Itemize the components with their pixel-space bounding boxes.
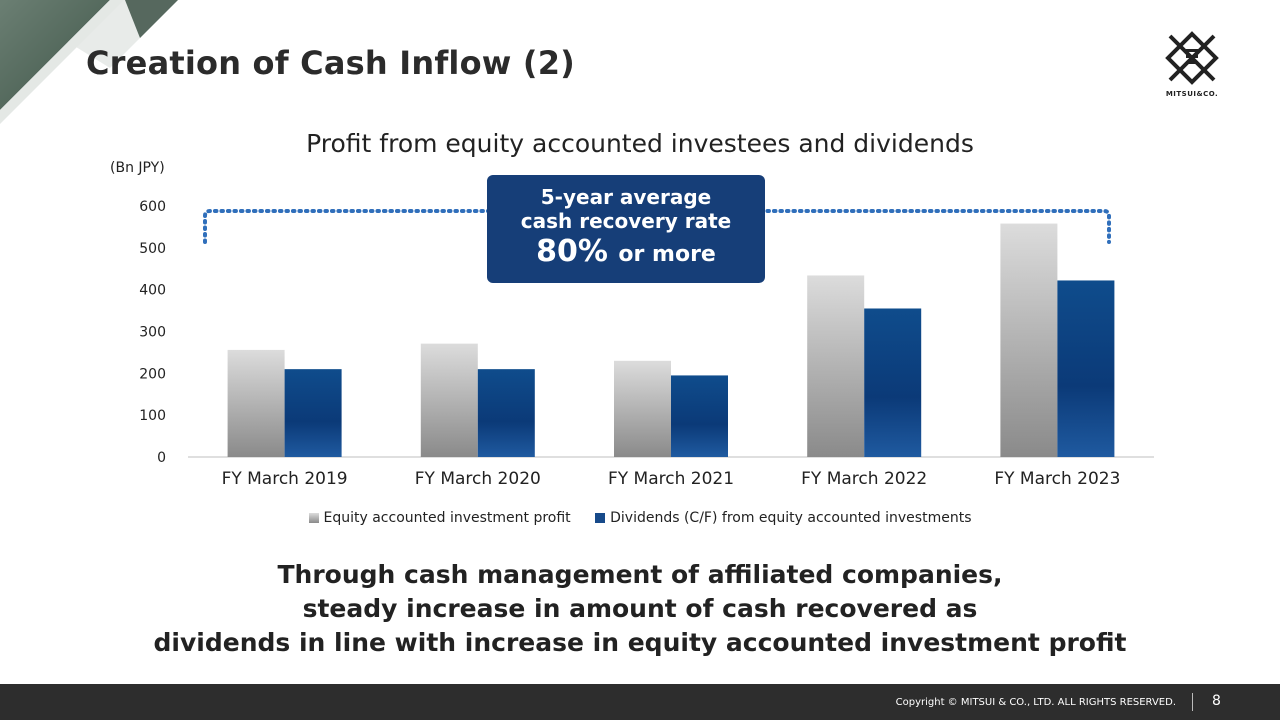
mitsui-logo [1165, 31, 1219, 85]
y-tick-label: 200 [139, 366, 166, 382]
x-tick-label: FY March 2023 [994, 469, 1120, 489]
y-tick-label: 300 [139, 325, 166, 341]
bar-equity-profit [227, 349, 285, 457]
bar-equity-profit [1000, 223, 1058, 457]
y-tick-label: 500 [139, 241, 166, 257]
bar-dividends [284, 369, 342, 457]
key-message-line-2: steady increase in amount of cash recove… [302, 594, 978, 623]
bar-dividends [1057, 280, 1115, 457]
callout-value-line: 80% or more [487, 233, 765, 274]
y-axis-unit-label: (Bn JPY) [110, 160, 165, 176]
key-message: Through cash management of affiliated co… [0, 558, 1280, 660]
y-tick-label: 100 [139, 408, 166, 424]
bar-dividends [477, 369, 535, 457]
cash-recovery-callout: 5-year average cash recovery rate 80% or… [487, 175, 765, 283]
y-tick-label: 400 [139, 283, 166, 299]
bar-dividends [671, 375, 728, 457]
key-message-line-1: Through cash management of affiliated co… [277, 560, 1003, 589]
footer-separator [1192, 693, 1193, 711]
page-number: 8 [1212, 693, 1221, 709]
legend-label-dividends: Dividends (C/F) from equity accounted in… [610, 510, 972, 526]
corner-decoration [0, 0, 178, 124]
logo-text: MITSUI&CO. [1165, 90, 1219, 98]
legend-swatch-dividends [595, 513, 606, 523]
footer-bar: Copyright © MITSUI & CO., LTD. ALL RIGHT… [0, 684, 1280, 720]
y-tick-label: 600 [139, 199, 166, 215]
footer-copyright: Copyright © MITSUI & CO., LTD. ALL RIGHT… [895, 697, 1176, 708]
x-tick-label: FY March 2019 [222, 469, 348, 489]
legend-swatch-profit [308, 513, 319, 523]
callout-line-2: cash recovery rate [520, 209, 732, 233]
x-tick-label: FY March 2021 [608, 469, 734, 489]
legend-label-profit: Equity accounted investment profit [323, 510, 571, 526]
bar-equity-profit [807, 275, 865, 457]
legend-item-profit: Equity accounted investment profit [308, 510, 571, 526]
bar-equity-profit [420, 343, 478, 457]
key-message-line-3: dividends in line with increase in equit… [153, 628, 1127, 657]
bar-equity-profit [614, 360, 671, 457]
callout-line-1: 5-year average [540, 185, 712, 209]
legend-item-dividends: Dividends (C/F) from equity accounted in… [595, 510, 972, 526]
bar-dividends [864, 308, 922, 457]
x-tick-label: FY March 2022 [801, 469, 927, 489]
y-tick-label: 0 [157, 450, 166, 466]
x-tick-label: FY March 2020 [415, 469, 541, 489]
slide-title: Creation of Cash Inflow (2) [86, 44, 576, 82]
chart-title: Profit from equity accounted investees a… [306, 129, 974, 158]
callout-value-suffix: or more [618, 242, 716, 267]
chart-legend: Equity accounted investment profit Divid… [0, 510, 1280, 527]
callout-value: 80% [536, 234, 608, 269]
